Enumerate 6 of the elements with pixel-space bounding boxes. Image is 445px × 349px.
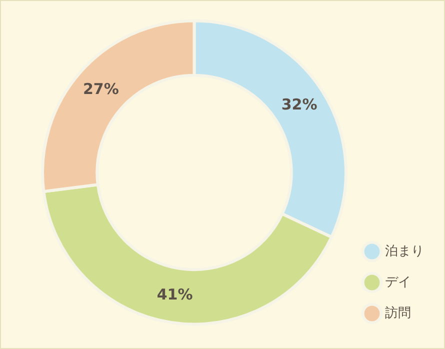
data-label: 32% — [281, 96, 318, 114]
data-label: 27% — [82, 80, 119, 98]
legend-label: 泊まり — [385, 244, 424, 259]
data-label: 41% — [156, 285, 193, 304]
legend-label: 訪問 — [385, 306, 411, 321]
legend-label: デイ — [385, 274, 411, 290]
